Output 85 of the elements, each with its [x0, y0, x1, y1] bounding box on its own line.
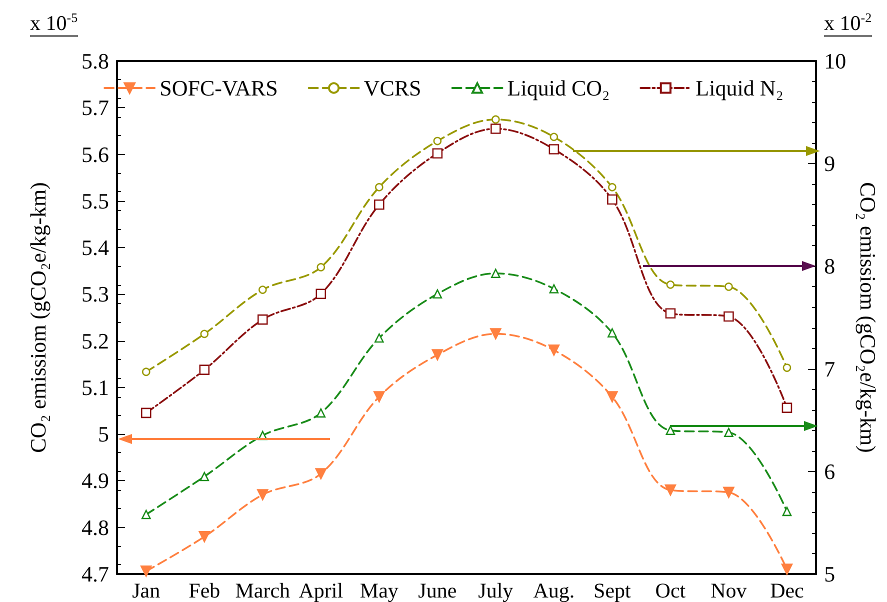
y2-tick-label: 8	[824, 254, 836, 279]
legend-label: Liquid CO₂	[507, 76, 610, 100]
y-tick-label: 5.4	[82, 235, 109, 260]
point	[606, 391, 618, 402]
legend-label: SOFC-VARS	[160, 76, 278, 100]
y-tick-label: 4.9	[82, 468, 109, 494]
x-tick-label: June	[418, 578, 457, 602]
y-tick-label: 4.7	[82, 562, 109, 586]
point	[141, 510, 151, 520]
point	[433, 136, 442, 146]
point	[781, 564, 793, 575]
point	[374, 333, 384, 343]
y2-tick-label: 6	[824, 458, 836, 484]
y-tick-label: 4.8	[82, 514, 109, 540]
y-tick-label: 5.5	[82, 188, 109, 214]
point	[375, 183, 384, 192]
point	[664, 484, 676, 496]
y-tick-label: 5.2	[82, 328, 109, 354]
x-tick-label: April	[298, 578, 344, 602]
point	[491, 268, 500, 278]
y-tick-label: 5.7	[82, 95, 109, 120]
point	[432, 289, 442, 299]
point	[490, 124, 501, 134]
point	[548, 144, 560, 154]
legend-label: VCRS	[364, 76, 422, 100]
y-axis-title: CO₂ emissiom (gCO₂e/kg-km)	[26, 182, 50, 453]
x-tick-label: March	[235, 578, 291, 602]
point	[608, 183, 616, 192]
legend-label: Liquid N₂	[696, 76, 784, 100]
point	[724, 311, 734, 322]
point	[608, 328, 617, 338]
point	[723, 486, 734, 498]
point	[782, 402, 792, 413]
point	[374, 199, 384, 210]
point	[432, 349, 444, 360]
point	[140, 566, 152, 577]
point	[198, 531, 210, 542]
x-tick-label: Aug.	[533, 578, 575, 602]
y2-axis-title: CO₂ emissiom (gCO₂e/kg-km)	[856, 182, 880, 453]
point	[432, 148, 443, 158]
y-tick-label: 5.3	[82, 282, 109, 307]
point	[782, 506, 792, 516]
point	[550, 132, 558, 142]
point	[549, 284, 559, 294]
y2-tick-label: 9	[824, 151, 836, 176]
point	[374, 391, 385, 402]
point	[256, 489, 268, 500]
y2-tick-label: 10	[824, 48, 846, 74]
point	[316, 408, 326, 418]
point	[492, 115, 500, 124]
point	[665, 308, 676, 319]
point	[142, 368, 150, 376]
x-tick-label: Sept	[594, 578, 632, 602]
point	[666, 280, 675, 289]
y2-tick-label: 7	[824, 356, 836, 382]
point	[316, 288, 326, 300]
point	[724, 282, 733, 291]
x-tick-label: Oct	[655, 578, 686, 602]
point	[199, 364, 210, 375]
x-tick-label: July	[478, 578, 514, 602]
point	[258, 286, 267, 294]
point	[666, 426, 676, 436]
y-tick-label: 5	[98, 422, 109, 447]
point	[782, 364, 792, 372]
y-tick-label: 5.6	[82, 142, 109, 167]
y-tick-label: 5.8	[82, 48, 109, 74]
point	[200, 330, 209, 338]
y2-tick-label: 5	[824, 562, 836, 586]
point	[490, 328, 502, 340]
point	[548, 344, 560, 356]
point	[724, 428, 734, 438]
x-tick-label: Nov	[710, 578, 748, 602]
x-tick-label: Feb	[188, 578, 220, 602]
x-tick-label: Dec	[770, 578, 804, 602]
y-tick-label: 5.1	[82, 374, 109, 400]
point	[316, 263, 326, 272]
text: x 10$^{-2}$	[824, 6, 872, 37]
text: x 10$^{-5}$	[30, 6, 78, 37]
point	[315, 468, 327, 480]
point	[200, 472, 210, 482]
point	[257, 314, 268, 325]
x-tick-label: Jan	[132, 578, 161, 602]
point	[140, 408, 152, 418]
point	[607, 194, 618, 205]
x-tick-label: May	[360, 578, 399, 602]
